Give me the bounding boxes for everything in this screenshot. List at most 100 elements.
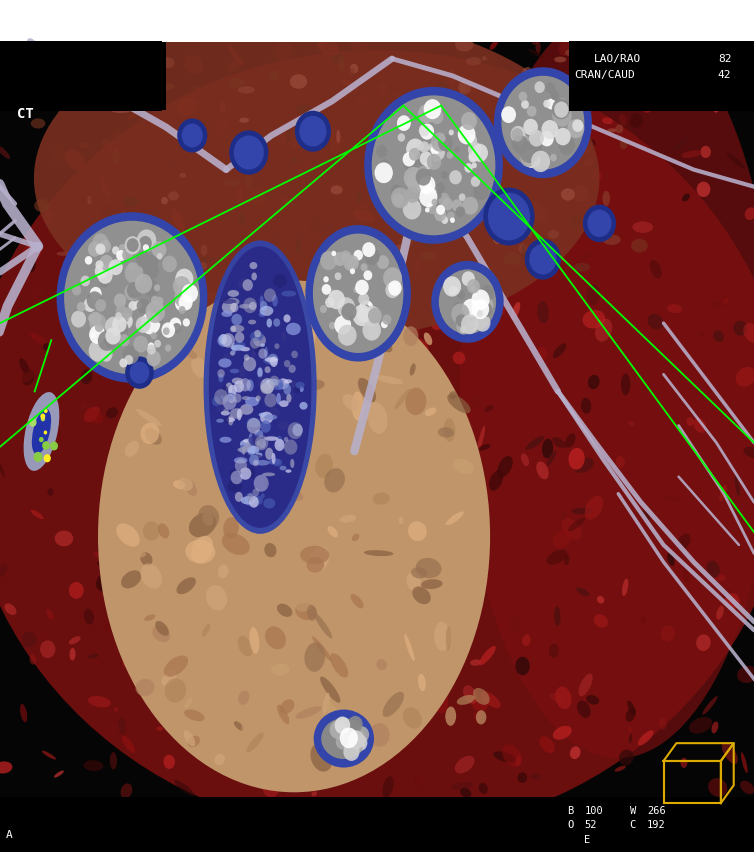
Circle shape — [431, 146, 440, 156]
Ellipse shape — [307, 605, 317, 621]
Ellipse shape — [257, 391, 265, 399]
Ellipse shape — [219, 103, 226, 112]
Circle shape — [467, 279, 480, 294]
Ellipse shape — [537, 302, 549, 324]
Ellipse shape — [26, 421, 37, 428]
Ellipse shape — [444, 611, 454, 634]
Ellipse shape — [239, 214, 245, 227]
Circle shape — [217, 370, 225, 378]
Ellipse shape — [135, 314, 158, 322]
Ellipse shape — [252, 392, 260, 400]
Ellipse shape — [30, 334, 48, 346]
Ellipse shape — [80, 285, 93, 300]
Circle shape — [91, 333, 96, 338]
Ellipse shape — [439, 273, 450, 289]
Ellipse shape — [132, 575, 154, 587]
Ellipse shape — [326, 128, 340, 143]
Ellipse shape — [333, 306, 345, 321]
Ellipse shape — [287, 159, 293, 174]
Text: 42: 42 — [718, 70, 731, 79]
Ellipse shape — [191, 536, 213, 563]
Ellipse shape — [595, 78, 605, 89]
Circle shape — [328, 291, 345, 310]
Ellipse shape — [184, 698, 192, 709]
Ellipse shape — [296, 432, 305, 450]
Ellipse shape — [240, 366, 245, 378]
Ellipse shape — [179, 124, 189, 137]
Ellipse shape — [229, 131, 268, 176]
Ellipse shape — [427, 190, 440, 204]
Ellipse shape — [740, 780, 754, 794]
Circle shape — [342, 303, 357, 321]
Ellipse shape — [409, 463, 418, 486]
Circle shape — [348, 716, 363, 733]
Ellipse shape — [199, 518, 209, 526]
Ellipse shape — [473, 688, 489, 705]
Text: 192: 192 — [647, 820, 666, 829]
Ellipse shape — [597, 596, 604, 604]
Circle shape — [116, 250, 126, 262]
Ellipse shape — [190, 413, 198, 422]
Ellipse shape — [152, 54, 165, 62]
Ellipse shape — [261, 421, 271, 433]
Ellipse shape — [222, 300, 237, 304]
Ellipse shape — [241, 440, 253, 452]
Ellipse shape — [402, 320, 420, 337]
Ellipse shape — [40, 626, 50, 642]
Ellipse shape — [69, 636, 81, 645]
Ellipse shape — [228, 78, 243, 89]
Ellipse shape — [256, 250, 269, 262]
Ellipse shape — [281, 291, 296, 297]
Ellipse shape — [376, 659, 387, 671]
Ellipse shape — [425, 682, 448, 699]
Circle shape — [154, 340, 161, 348]
Ellipse shape — [616, 457, 625, 469]
Ellipse shape — [438, 428, 454, 438]
Ellipse shape — [602, 192, 610, 207]
Ellipse shape — [587, 102, 599, 114]
Circle shape — [355, 280, 369, 296]
Ellipse shape — [156, 504, 176, 521]
Circle shape — [161, 323, 175, 338]
Ellipse shape — [479, 263, 489, 289]
Ellipse shape — [110, 752, 117, 769]
Ellipse shape — [262, 380, 269, 393]
Circle shape — [436, 183, 445, 193]
Ellipse shape — [494, 68, 592, 179]
Ellipse shape — [406, 631, 427, 642]
Ellipse shape — [203, 291, 221, 308]
Text: B: B — [567, 805, 573, 815]
Circle shape — [434, 192, 442, 200]
Ellipse shape — [213, 556, 216, 579]
Ellipse shape — [234, 296, 249, 312]
Ellipse shape — [309, 214, 322, 236]
Ellipse shape — [443, 418, 455, 442]
Bar — [0, 797, 754, 852]
Ellipse shape — [280, 748, 302, 760]
Ellipse shape — [168, 193, 179, 201]
Ellipse shape — [654, 67, 670, 78]
Ellipse shape — [248, 320, 256, 325]
Ellipse shape — [233, 428, 256, 442]
Ellipse shape — [112, 232, 120, 245]
Circle shape — [382, 315, 391, 325]
Circle shape — [355, 744, 363, 752]
Circle shape — [253, 460, 259, 467]
Ellipse shape — [523, 193, 535, 207]
Circle shape — [469, 150, 480, 162]
Ellipse shape — [216, 446, 229, 455]
Ellipse shape — [308, 547, 329, 573]
Ellipse shape — [360, 339, 382, 350]
Ellipse shape — [109, 530, 113, 556]
Ellipse shape — [44, 211, 53, 225]
Circle shape — [520, 150, 536, 168]
Ellipse shape — [452, 440, 464, 452]
Ellipse shape — [252, 263, 259, 268]
Ellipse shape — [451, 782, 474, 790]
Ellipse shape — [429, 619, 446, 642]
Ellipse shape — [745, 208, 754, 221]
Circle shape — [137, 230, 156, 252]
Ellipse shape — [195, 101, 204, 114]
Ellipse shape — [259, 307, 274, 316]
Circle shape — [233, 394, 241, 403]
